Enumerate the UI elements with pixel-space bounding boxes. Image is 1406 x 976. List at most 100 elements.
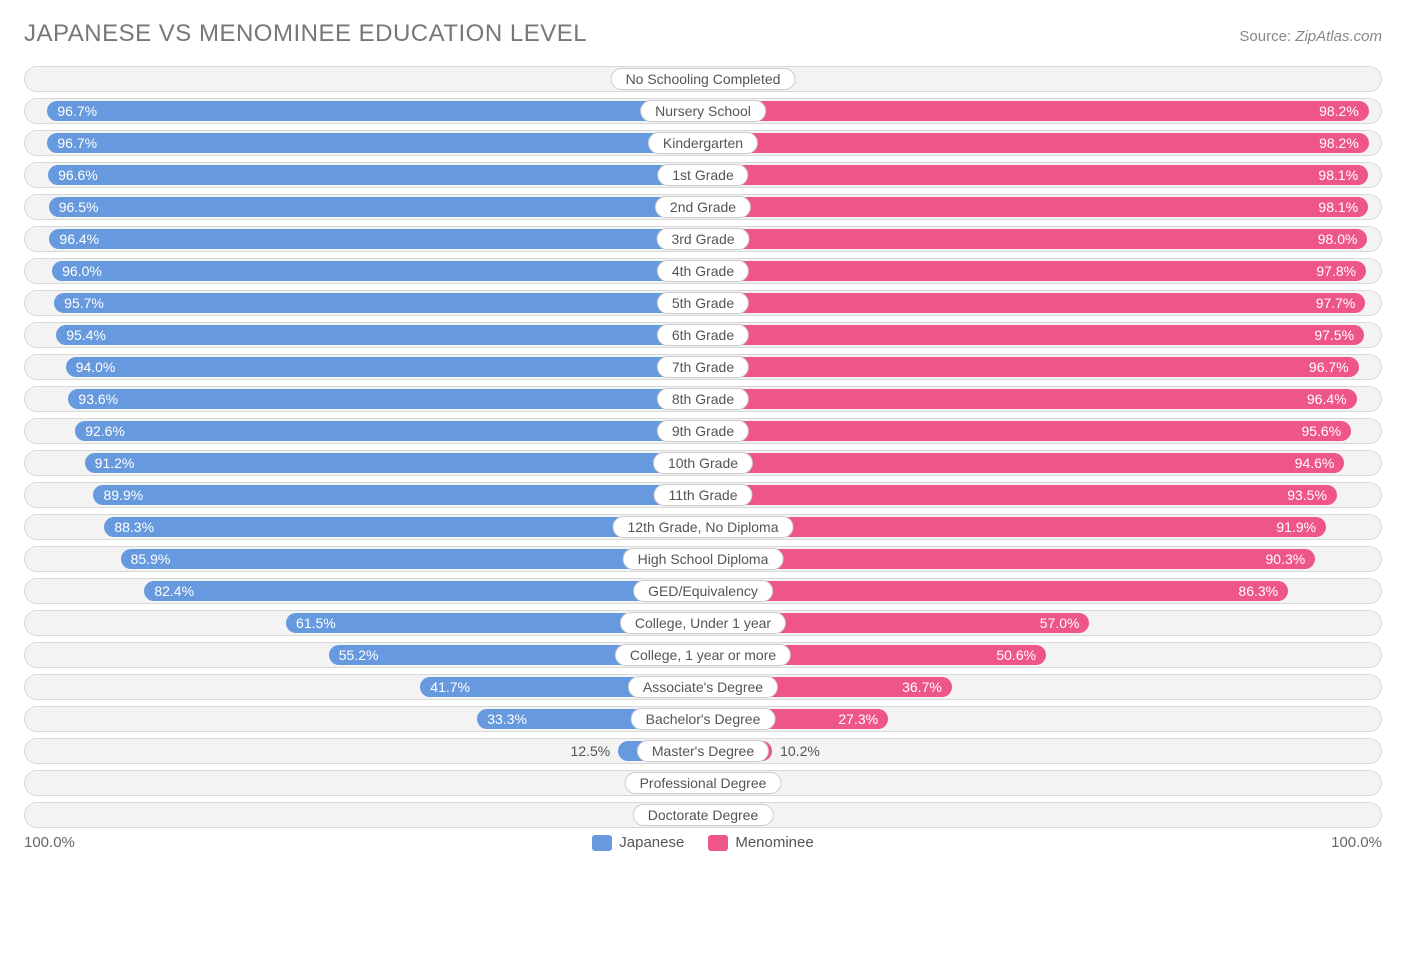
category-label: Master's Degree xyxy=(637,740,769,762)
bar-left: 96.6% xyxy=(48,165,703,185)
category-label: Doctorate Degree xyxy=(633,804,774,826)
bar-half-left: 96.7% xyxy=(25,99,703,123)
bar-right: 93.5% xyxy=(703,485,1337,505)
category-label: No Schooling Completed xyxy=(611,68,796,90)
bar-value-right: 97.7% xyxy=(1316,295,1356,311)
bar-left: 95.4% xyxy=(56,325,703,345)
bar-value-left: 93.6% xyxy=(78,391,118,407)
category-label: 2nd Grade xyxy=(655,196,751,218)
bar-left: 96.0% xyxy=(52,261,703,281)
bar-row: 96.5% 98.1% 2nd Grade xyxy=(24,194,1382,220)
bar-row: 96.7% 98.2%Kindergarten xyxy=(24,130,1382,156)
bar-half-right: 91.9% xyxy=(703,515,1381,539)
bar-right: 97.8% xyxy=(703,261,1366,281)
bar-half-left: 82.4% xyxy=(25,579,703,603)
bar-value-left: 88.3% xyxy=(114,519,154,535)
bar-value-left: 95.7% xyxy=(64,295,104,311)
bar-row: 94.0%96.7%7th Grade xyxy=(24,354,1382,380)
bar-value-right: 95.6% xyxy=(1301,423,1341,439)
category-label: GED/Equivalency xyxy=(633,580,773,602)
bar-right: 90.3% xyxy=(703,549,1315,569)
category-label: Associate's Degree xyxy=(628,676,778,698)
category-label: 6th Grade xyxy=(657,324,749,346)
bar-value-left: 96.7% xyxy=(57,135,97,151)
bar-half-right: 96.7% xyxy=(703,355,1381,379)
category-label: Bachelor's Degree xyxy=(631,708,776,730)
bar-row: 96.7%98.2%Nursery School xyxy=(24,98,1382,124)
source-attribution: Source: ZipAtlas.com xyxy=(1239,28,1382,45)
bar-half-right: 98.0% xyxy=(703,227,1381,251)
bar-row: 95.4%97.5%6th Grade xyxy=(24,322,1382,348)
bar-right: 98.1% xyxy=(703,165,1368,185)
bar-row: 89.9% 93.5%11th Grade xyxy=(24,482,1382,508)
category-label: 11th Grade xyxy=(653,484,752,506)
bar-half-right: 3.1% xyxy=(703,771,1381,795)
bar-value-left: 96.5% xyxy=(59,199,99,215)
bar-value-right: 90.3% xyxy=(1266,551,1306,567)
bar-half-left: 33.3% xyxy=(25,707,703,731)
category-label: 9th Grade xyxy=(657,420,749,442)
bar-row: 96.6% 98.1% 1st Grade xyxy=(24,162,1382,188)
bar-half-left: 85.9% xyxy=(25,547,703,571)
bar-value-right: 98.1% xyxy=(1318,167,1358,183)
bar-right: 98.2% xyxy=(703,101,1369,121)
category-label: 12th Grade, No Diploma xyxy=(613,516,794,538)
bar-row: 55.2%50.6%College, 1 year or more xyxy=(24,642,1382,668)
bar-half-right: 95.6% xyxy=(703,419,1381,443)
bar-half-left: 95.4% xyxy=(25,323,703,347)
legend: Japanese Menominee xyxy=(592,834,813,851)
axis-right-max: 100.0% xyxy=(1331,834,1382,851)
source-label: Source: xyxy=(1239,28,1295,45)
bar-half-right: 50.6% xyxy=(703,643,1381,667)
bar-half-right: 98.2% xyxy=(703,99,1381,123)
bar-half-left: 96.4% xyxy=(25,227,703,251)
bar-row: 95.7%97.7%5th Grade xyxy=(24,290,1382,316)
bar-value-left: 33.3% xyxy=(487,711,527,727)
bar-half-left: 96.5% xyxy=(25,195,703,219)
bar-half-right: 93.5% xyxy=(703,483,1381,507)
bar-row: 1.5%1.4%Doctorate Degree xyxy=(24,802,1382,828)
bar-right: 96.7% xyxy=(703,357,1359,377)
legend-label-right: Menominee xyxy=(735,834,813,851)
bar-half-left: 1.5% xyxy=(25,803,703,827)
bar-right: 98.2% xyxy=(703,133,1369,153)
bar-right: 96.4% xyxy=(703,389,1357,409)
bar-value-left: 12.5% xyxy=(571,743,611,759)
bar-left: 96.7% xyxy=(47,133,703,153)
bar-left: 89.9% xyxy=(93,485,703,505)
bar-value-right: 98.1% xyxy=(1318,199,1358,215)
source-value: ZipAtlas.com xyxy=(1295,28,1382,45)
bar-value-right: 10.2% xyxy=(780,743,820,759)
bar-value-left: 96.0% xyxy=(62,263,102,279)
bar-value-right: 97.8% xyxy=(1316,263,1356,279)
bar-half-left: 95.7% xyxy=(25,291,703,315)
bar-value-left: 82.4% xyxy=(154,583,194,599)
bar-left: 95.7% xyxy=(54,293,703,313)
category-label: 1st Grade xyxy=(657,164,748,186)
bar-half-left: 12.5% xyxy=(25,739,703,763)
bar-right: 97.7% xyxy=(703,293,1365,313)
bar-row: 93.6%96.4%8th Grade xyxy=(24,386,1382,412)
category-label: 10th Grade xyxy=(653,452,753,474)
bar-value-right: 96.7% xyxy=(1309,359,1349,375)
bar-half-right: 10.2% xyxy=(703,739,1381,763)
bar-value-right: 98.2% xyxy=(1319,103,1359,119)
bar-half-left: 88.3% xyxy=(25,515,703,539)
legend-item-left: Japanese xyxy=(592,834,684,851)
bar-value-left: 41.7% xyxy=(430,679,470,695)
bar-value-left: 89.9% xyxy=(103,487,143,503)
bar-half-right: 90.3% xyxy=(703,547,1381,571)
bar-left: 82.4% xyxy=(144,581,703,601)
chart-header: JAPANESE VS MENOMINEE EDUCATION LEVEL So… xyxy=(24,20,1382,48)
bar-half-left: 41.7% xyxy=(25,675,703,699)
bar-half-left: 55.2% xyxy=(25,643,703,667)
category-label: Kindergarten xyxy=(648,132,758,154)
bar-half-right: 86.3% xyxy=(703,579,1381,603)
bar-right: 98.0% xyxy=(703,229,1367,249)
bar-value-right: 27.3% xyxy=(838,711,878,727)
diverging-bar-chart: 3.3%1.9%No Schooling Completed96.7%98.2%… xyxy=(24,66,1382,828)
bar-value-left: 91.2% xyxy=(95,455,135,471)
bar-row: 88.3% 91.9% 12th Grade, No Diploma xyxy=(24,514,1382,540)
bar-value-right: 91.9% xyxy=(1276,519,1316,535)
bar-half-left: 91.2% xyxy=(25,451,703,475)
